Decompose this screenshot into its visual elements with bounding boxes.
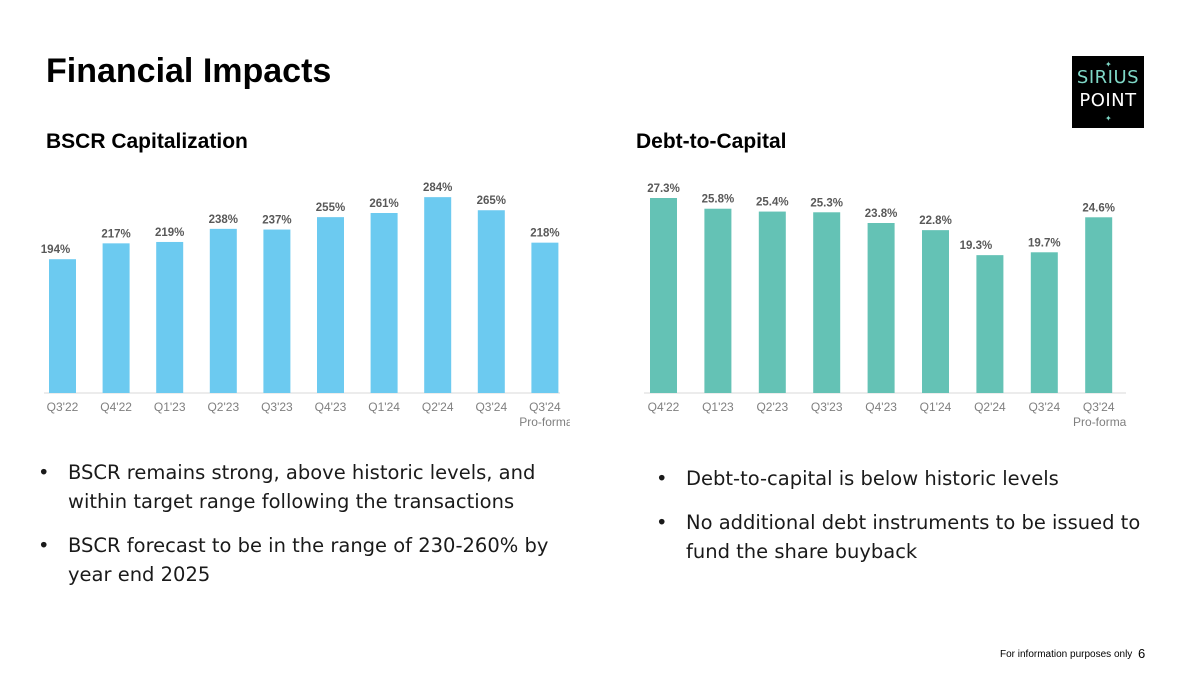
- data-label: 237%: [262, 215, 291, 227]
- x-tick-label: Q2'24: [974, 400, 1006, 414]
- bullet-item: • BSCR forecast to be in the range of 23…: [38, 531, 558, 589]
- x-tick-label: Q4'23: [865, 400, 897, 414]
- bullet-item: • Debt-to-capital is below historic leve…: [656, 464, 1156, 493]
- data-label: 194%: [41, 244, 70, 256]
- logo-line-2: POINT: [1079, 90, 1137, 111]
- x-tick-label: Q4'23: [315, 400, 347, 414]
- x-tick-label: Q2'23: [756, 400, 788, 414]
- bar: [650, 198, 677, 393]
- logo-star-icon: ✦: [1105, 114, 1112, 123]
- bar: [102, 243, 130, 393]
- bar: [867, 223, 895, 393]
- data-label: 218%: [530, 228, 559, 240]
- data-label: 219%: [155, 227, 184, 239]
- bullet-text: Debt-to-capital is below historic levels: [686, 467, 1059, 490]
- bar: [370, 213, 398, 393]
- bullet-text: BSCR remains strong, above historic leve…: [68, 461, 536, 513]
- bullet-icon: •: [656, 511, 668, 534]
- data-label: 238%: [209, 214, 238, 226]
- bscr-bullet-list: • BSCR remains strong, above historic le…: [38, 458, 558, 604]
- x-tick-label: Q3'22: [47, 400, 79, 414]
- bullet-item: • BSCR remains strong, above historic le…: [38, 458, 558, 516]
- debt-chart-title: Debt-to-Capital: [636, 130, 787, 153]
- x-tick-label: Q1'24: [368, 400, 400, 414]
- x-tick-label: Q4'22: [648, 400, 680, 414]
- page-number: 6: [1138, 646, 1146, 661]
- data-label: 261%: [369, 198, 398, 210]
- footer-disclaimer: For information purposes only: [1000, 649, 1133, 660]
- bar: [704, 208, 732, 393]
- x-tick-label: Q3'23: [261, 400, 293, 414]
- x-tick-label: Q1'24: [920, 400, 952, 414]
- x-tick-label: Q2'23: [207, 400, 239, 414]
- bullet-item: • No additional debt instruments to be i…: [656, 508, 1156, 566]
- bar: [976, 255, 1004, 393]
- bscr-chart-title: BSCR Capitalization: [46, 130, 248, 153]
- bullet-icon: •: [38, 534, 50, 557]
- bar: [758, 211, 786, 393]
- bar: [1030, 252, 1058, 393]
- data-label: 22.8%: [919, 215, 952, 227]
- bullet-text: No additional debt instruments to be iss…: [686, 511, 1141, 563]
- bar: [477, 210, 505, 393]
- data-label: 25.4%: [756, 197, 789, 209]
- bar: [49, 259, 76, 393]
- bar: [209, 228, 237, 393]
- x-tick-label: Q3'23: [811, 400, 843, 414]
- sirius-point-logo: ✦ SIRIUS POINT ✦: [1072, 56, 1144, 128]
- x-tick-label: Q3'24: [475, 400, 507, 414]
- x-tick-label: Q1'23: [702, 400, 734, 414]
- debt-bullet-list: • Debt-to-capital is below historic leve…: [656, 464, 1156, 581]
- bullet-text: BSCR forecast to be in the range of 230-…: [68, 534, 549, 586]
- bar: [531, 242, 559, 393]
- bar: [922, 230, 949, 393]
- x-tick-label: Q3'24: [1028, 400, 1060, 414]
- bar: [263, 229, 291, 393]
- x-tick-sublabel: Pro-forma: [1073, 415, 1127, 429]
- data-label: 25.3%: [810, 197, 843, 209]
- bullet-icon: •: [38, 461, 50, 484]
- x-tick-label: Q4'22: [100, 400, 132, 414]
- bar: [813, 212, 841, 393]
- data-label: 24.6%: [1082, 202, 1115, 214]
- x-tick-label: Q2'24: [422, 400, 454, 414]
- data-label: 27.3%: [647, 183, 680, 195]
- data-label: 284%: [423, 182, 452, 194]
- data-label: 23.8%: [865, 208, 898, 220]
- x-tick-sublabel: Pro-forma: [519, 415, 570, 429]
- logo-star-icon: ✦: [1105, 60, 1112, 69]
- data-label: 25.8%: [702, 194, 735, 206]
- bar: [1085, 217, 1113, 393]
- bar: [317, 217, 344, 393]
- bullet-icon: •: [656, 467, 668, 490]
- logo-line-1: SIRIUS: [1076, 67, 1140, 88]
- data-label: 19.3%: [960, 240, 993, 252]
- data-label: 217%: [101, 228, 130, 240]
- bar: [156, 241, 184, 393]
- data-label: 265%: [477, 195, 506, 207]
- x-tick-label: Q1'23: [154, 400, 186, 414]
- data-label: 19.7%: [1028, 237, 1061, 249]
- data-label: 255%: [316, 202, 345, 214]
- x-tick-label: Q3'24: [1083, 400, 1115, 414]
- bscr-bar-chart: 194% Q3'22 217% Q4'22 219% Q1'23 238% Q2'23 237%…: [41, 182, 570, 429]
- page-title: Financial Impacts: [46, 52, 332, 90]
- x-tick-label: Q3'24: [529, 400, 561, 414]
- bar: [424, 197, 452, 393]
- debt-to-capital-bar-chart: 27.3% Q4'22 25.8% Q1'23 25.4% Q2'23 25.3% Q3'23…: [644, 183, 1127, 429]
